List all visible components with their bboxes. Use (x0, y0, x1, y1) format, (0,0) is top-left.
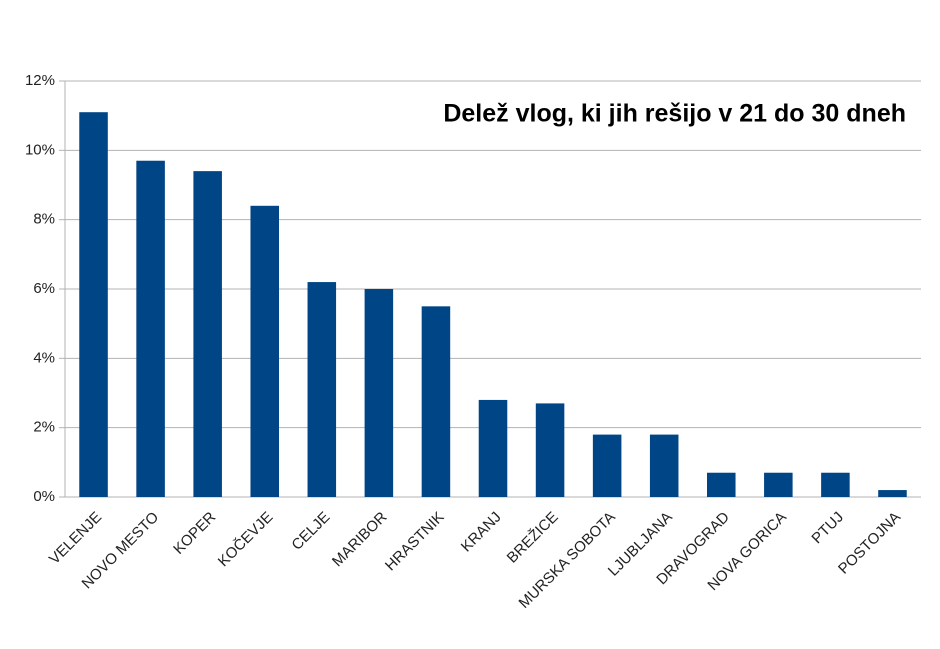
bar (307, 282, 337, 497)
y-tick-label: 4% (33, 349, 55, 366)
bar (821, 472, 850, 497)
bar (878, 490, 907, 497)
x-tick-label: MARIBOR (329, 509, 391, 571)
bar (707, 472, 736, 497)
bar (136, 160, 165, 497)
x-tick-label: KRANJ (458, 509, 505, 556)
y-tick-label: 0% (33, 488, 55, 505)
x-tick-label: PTUJ (808, 509, 847, 548)
bar (364, 289, 394, 497)
bar (478, 399, 508, 497)
y-tick-label: 2% (33, 419, 55, 436)
x-tick-label: POSTOJNA (835, 509, 904, 578)
bar (764, 472, 793, 497)
x-tick-label: BREŽICE (504, 509, 562, 567)
y-tick-label: 12% (25, 72, 55, 89)
x-tick-label: VELENJE (46, 509, 105, 568)
bar (250, 205, 279, 498)
bar (421, 306, 451, 497)
x-tick-label: KOČEVJE (215, 509, 277, 571)
bar (649, 434, 679, 497)
bar (79, 112, 108, 497)
x-tick-label: CELJE (288, 509, 333, 554)
x-tick-label: MURSKA SOBOTA (516, 509, 619, 612)
x-tick-label: KOPER (170, 508, 219, 557)
bar (535, 403, 565, 497)
y-tick-label: 8% (33, 211, 55, 228)
bar (193, 171, 222, 497)
y-tick-label: 6% (33, 280, 55, 297)
chart-title: Delež vlog, ki jih rešijo v 21 do 30 dne… (443, 100, 906, 128)
y-tick-label: 10% (25, 141, 55, 158)
bar (592, 434, 622, 497)
x-tick-label: HRASTNIK (382, 509, 448, 575)
